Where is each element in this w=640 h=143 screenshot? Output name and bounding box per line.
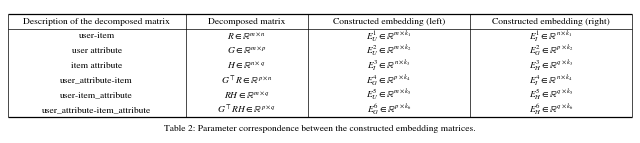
Text: $E_G^2 \in \mathbb{R}^{p \times k_2}$: $E_G^2 \in \mathbb{R}^{p \times k_2}$ (529, 44, 573, 58)
Text: Description of the decomposed matrix: Description of the decomposed matrix (23, 18, 170, 26)
Text: $E_G^6 \in \mathbb{R}^{p \times k_6}$: $E_G^6 \in \mathbb{R}^{p \times k_6}$ (367, 103, 411, 117)
Text: $E_U^5 \in \mathbb{R}^{m \times k_5}$: $E_U^5 \in \mathbb{R}^{m \times k_5}$ (366, 88, 412, 102)
Text: $E_U^2 \in \mathbb{R}^{m \times k_2}$: $E_U^2 \in \mathbb{R}^{m \times k_2}$ (366, 44, 412, 58)
Text: $E_U^1 \in \mathbb{R}^{m \times k_1}$: $E_U^1 \in \mathbb{R}^{m \times k_1}$ (366, 29, 412, 44)
Text: user-item: user-item (79, 32, 115, 40)
Text: Constructed embedding (right): Constructed embedding (right) (492, 18, 610, 26)
Text: $E_H^3 \in \mathbb{R}^{q \times k_3}$: $E_H^3 \in \mathbb{R}^{q \times k_3}$ (529, 58, 573, 73)
Text: user attribute: user attribute (72, 47, 122, 55)
Text: $E_G^4 \in \mathbb{R}^{p \times k_4}$: $E_G^4 \in \mathbb{R}^{p \times k_4}$ (367, 73, 411, 88)
Text: $E_H^5 \in \mathbb{R}^{q \times k_5}$: $E_H^5 \in \mathbb{R}^{q \times k_5}$ (529, 88, 573, 102)
Text: $H \in \mathbb{R}^{n \times q}$: $H \in \mathbb{R}^{n \times q}$ (227, 60, 266, 71)
Text: $RH \in \mathbb{R}^{m \times q}$: $RH \in \mathbb{R}^{m \times q}$ (224, 90, 269, 101)
Text: $G^{\top} RH \in \mathbb{R}^{p \times q}$: $G^{\top} RH \in \mathbb{R}^{p \times q}… (217, 104, 276, 116)
Text: $G \in \mathbb{R}^{m \times p}$: $G \in \mathbb{R}^{m \times p}$ (227, 46, 266, 56)
Text: $E_I^4 \in \mathbb{R}^{n \times k_4}$: $E_I^4 \in \mathbb{R}^{n \times k_4}$ (529, 73, 573, 88)
Text: $E_I^3 \in \mathbb{R}^{n \times k_3}$: $E_I^3 \in \mathbb{R}^{n \times k_3}$ (367, 58, 410, 73)
Text: user_attribute-item: user_attribute-item (60, 77, 133, 85)
Text: Table 2: Parameter correspondence between the constructed embedding matrices.: Table 2: Parameter correspondence betwee… (164, 125, 476, 133)
Text: $G^{\top} R \in \mathbb{R}^{p \times n}$: $G^{\top} R \in \mathbb{R}^{p \times n}$ (221, 74, 273, 87)
Text: user-item_attribute: user-item_attribute (60, 91, 133, 99)
Text: item attribute: item attribute (71, 62, 122, 70)
Text: user_attribute-item_attribute: user_attribute-item_attribute (42, 106, 151, 114)
Text: $E_I^1 \in \mathbb{R}^{n \times k_1}$: $E_I^1 \in \mathbb{R}^{n \times k_1}$ (529, 29, 573, 44)
Text: $E_H^6 \in \mathbb{R}^{q \times k_6}$: $E_H^6 \in \mathbb{R}^{q \times k_6}$ (529, 103, 573, 117)
Text: Decomposed matrix: Decomposed matrix (208, 18, 285, 26)
Text: $R \in \mathbb{R}^{m \times n}$: $R \in \mathbb{R}^{m \times n}$ (227, 31, 266, 42)
Text: Constructed embedding (left): Constructed embedding (left) (333, 18, 445, 26)
